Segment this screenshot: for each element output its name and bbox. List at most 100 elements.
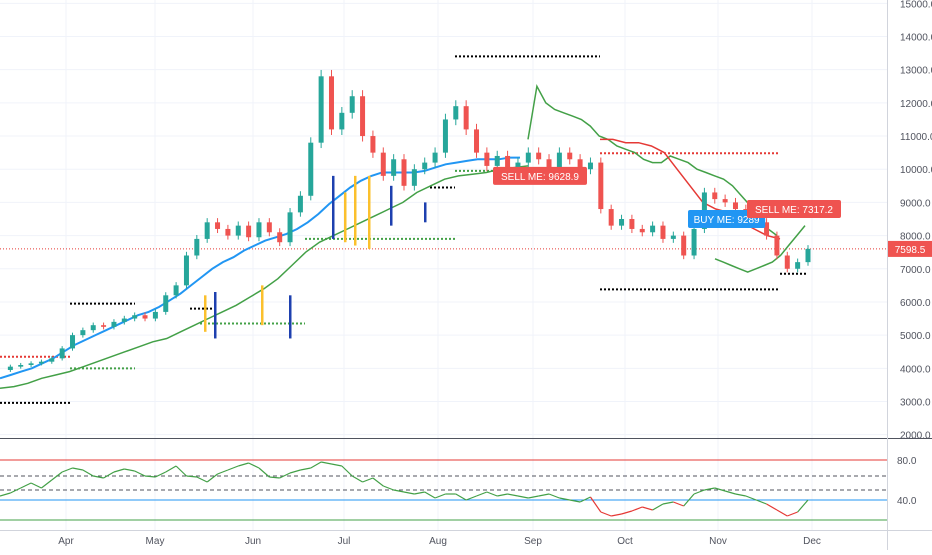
candle-body — [18, 365, 24, 367]
osc-segment — [248, 462, 260, 469]
osc-segment — [642, 506, 653, 511]
osc-segment — [186, 475, 197, 478]
candle-body — [101, 325, 107, 327]
y-tick-label: 8000.0 — [900, 232, 931, 243]
y-tick-label: 5000.0 — [900, 331, 931, 342]
last-price-tag — [888, 240, 932, 257]
dotted-levels — [0, 55, 887, 404]
candle-body — [90, 325, 96, 331]
osc-segment — [569, 499, 581, 503]
osc-segment — [289, 469, 301, 474]
basis-line — [0, 156, 520, 380]
osc-segment — [279, 472, 291, 479]
osc-segment — [155, 471, 167, 478]
osc-segment — [383, 485, 394, 491]
candle-body — [608, 209, 614, 226]
osc-segment — [652, 503, 664, 511]
signal-bar — [214, 292, 217, 339]
candle-body — [505, 155, 511, 170]
osc-segment — [310, 461, 322, 469]
osc-segment — [507, 493, 519, 497]
osc-segment — [414, 491, 425, 495]
candle-body — [422, 162, 428, 170]
osc-segment — [93, 475, 104, 479]
osc-segment — [673, 501, 684, 507]
x-tick-label: Oct — [617, 536, 633, 547]
osc-segment — [10, 487, 21, 494]
y-tick-label: 11000.0 — [900, 132, 932, 143]
y-tick-label: 13000.0 — [900, 66, 932, 77]
candle-body — [494, 155, 500, 166]
osc-segment — [787, 511, 798, 517]
sell-label-box — [493, 166, 587, 185]
candle-body — [650, 225, 656, 233]
y-tick-label: 9000.0 — [900, 198, 931, 209]
osc-segment — [258, 467, 270, 478]
candle-body — [215, 222, 221, 229]
candle-body — [204, 222, 210, 239]
osc-segment — [434, 493, 446, 499]
candle-body — [121, 318, 127, 322]
y-tick-label: 2000.0 — [900, 431, 931, 442]
candle-body — [7, 366, 13, 370]
candle-body — [712, 192, 718, 200]
signal-bar — [344, 192, 347, 243]
osc-segment — [321, 461, 332, 465]
osc-segment — [714, 487, 726, 492]
candle-body — [111, 321, 117, 327]
osc-segment — [217, 469, 229, 475]
osc-segment — [631, 506, 643, 512]
candle-body — [380, 152, 386, 176]
candle-body — [639, 228, 645, 233]
candle-body — [484, 152, 490, 166]
osc-segment — [351, 475, 363, 483]
last-price-label: 7598.5 — [895, 245, 926, 256]
candle-body — [670, 235, 676, 239]
y-tick-label: 14000.0 — [900, 33, 932, 44]
osc-segment — [269, 476, 280, 479]
candle-body — [691, 228, 697, 256]
sell-label-box — [747, 200, 841, 219]
y-tick-label: 4000.0 — [900, 364, 931, 375]
osc-segment — [424, 491, 436, 499]
candle-body — [577, 159, 583, 170]
y-tick-label: 3000.0 — [900, 398, 931, 409]
osc-segment — [776, 509, 788, 517]
signal-bar — [289, 295, 292, 339]
osc-segment — [103, 471, 115, 479]
candle-body — [339, 112, 345, 130]
candle-body — [349, 96, 355, 113]
candle-body — [463, 106, 469, 130]
osc-segment — [0, 492, 11, 497]
y-tick-label: 7000.0 — [900, 265, 931, 276]
grid — [0, 0, 887, 530]
osc-segment — [72, 467, 83, 471]
candle-body — [411, 169, 417, 186]
y-tick-label: 10000.0 — [900, 165, 932, 176]
candle-body — [235, 225, 241, 236]
candle-body — [256, 222, 262, 238]
osc-segment — [124, 468, 135, 472]
osc-segment — [589, 496, 602, 513]
osc-segment — [476, 491, 488, 497]
candle-body — [163, 295, 169, 312]
candle-body — [152, 311, 158, 319]
osc-segment — [455, 493, 467, 501]
osc-segment — [82, 469, 94, 477]
osc-tick-label: 40.0 — [897, 496, 917, 507]
candle-body — [266, 222, 272, 233]
osc-segment — [51, 471, 63, 481]
candle-body — [225, 228, 231, 236]
candle-body — [722, 199, 728, 203]
osc-segment — [331, 463, 342, 467]
candles — [7, 69, 811, 372]
osc-segment — [30, 482, 42, 489]
candle-body — [132, 315, 138, 319]
candle-body — [629, 219, 635, 229]
osc-segment — [559, 497, 570, 501]
candle-body — [536, 152, 542, 160]
candle-body — [619, 219, 625, 226]
candle-body — [587, 162, 593, 170]
x-tick-label: Aug — [429, 536, 447, 547]
